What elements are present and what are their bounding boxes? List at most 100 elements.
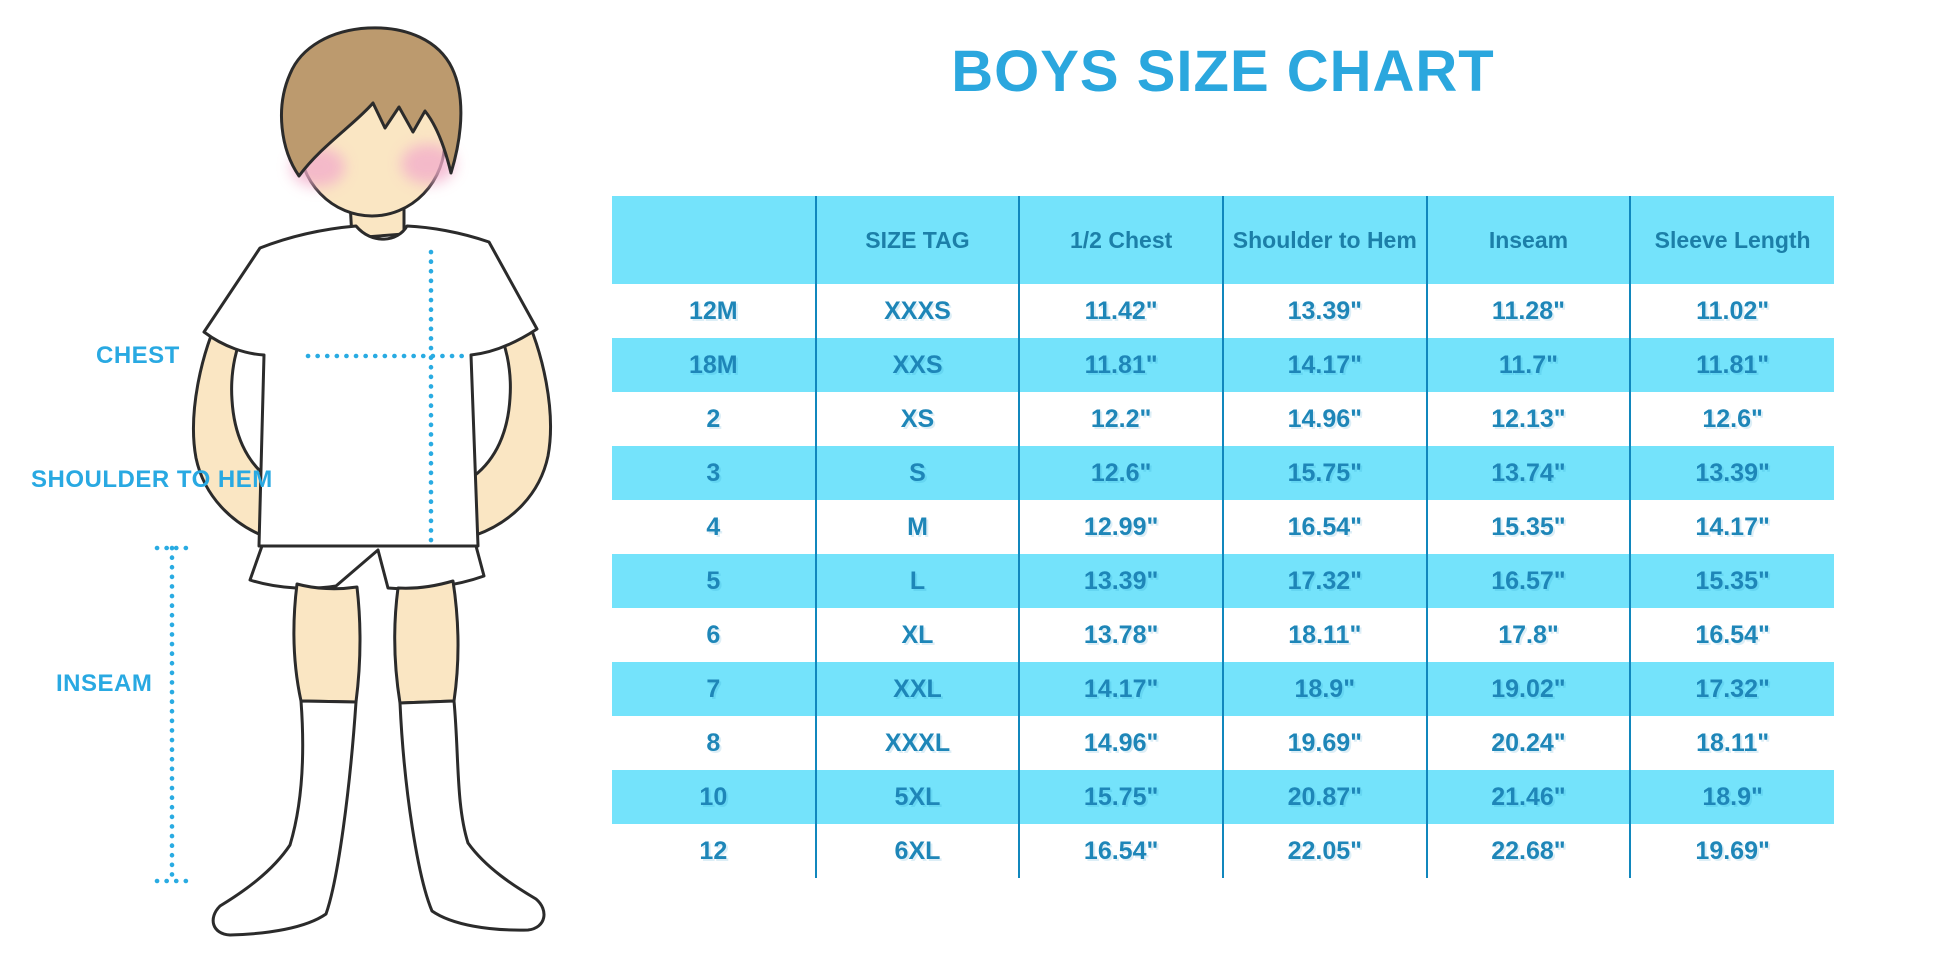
table-row: 6 XL 13.78" 18.11" 17.8" 16.54" bbox=[612, 608, 1834, 662]
left-sock bbox=[211, 699, 358, 937]
table-cell: 12.6" bbox=[1629, 392, 1834, 446]
table-row: 10 5XL 15.75" 20.87" 21.46" 18.9" bbox=[612, 770, 1834, 824]
table-cell: 18.9" bbox=[1629, 770, 1834, 824]
right-sock bbox=[398, 699, 546, 932]
table-row: 5 L 13.39" 17.32" 16.57" 15.35" bbox=[612, 554, 1834, 608]
table-cell: 18.11" bbox=[1221, 608, 1427, 662]
table-cell: 3 bbox=[612, 446, 816, 500]
table-cell: 22.05" bbox=[1221, 824, 1427, 878]
size-table-head: SIZE TAG 1/2 Chest Shoulder to Hem Inseam Sl… bbox=[612, 196, 1834, 284]
table-row: 3 S 12.6" 15.75" 13.74" 13.39" bbox=[612, 446, 1834, 500]
header-cell: Shoulder to Hem bbox=[1221, 196, 1427, 284]
table-cell: 4 bbox=[706, 512, 721, 541]
table-cell: 12.6" bbox=[1018, 446, 1223, 500]
table-cell: 14.17" bbox=[1221, 338, 1427, 392]
header-cell: SIZE TAG bbox=[814, 196, 1020, 284]
table-cell: 12 bbox=[699, 836, 728, 865]
table-cell: 12.99" bbox=[1018, 500, 1223, 554]
table-cell: 14.96" bbox=[1221, 392, 1427, 446]
table-cell: M bbox=[814, 500, 1020, 554]
right-knee bbox=[393, 579, 460, 705]
table-cell: 15.35" bbox=[1629, 554, 1834, 608]
page-title: BOYS SIZE CHART bbox=[951, 39, 1495, 104]
table-cell: 18.9" bbox=[1221, 662, 1427, 716]
table-cell: 11.28" bbox=[1425, 284, 1631, 338]
table-cell: 17.32" bbox=[1629, 662, 1834, 716]
table-cell: 13.78" bbox=[1018, 608, 1223, 662]
table-cell: 17.8" bbox=[1425, 608, 1631, 662]
table-cell: L bbox=[814, 554, 1020, 608]
table-cell: 11.81" bbox=[1629, 338, 1834, 392]
size-table: SIZE TAG 1/2 Chest Shoulder to Hem Inseam Sl… bbox=[612, 196, 1834, 878]
right-cheek bbox=[401, 144, 455, 184]
table-cell: 12.13" bbox=[1425, 392, 1631, 446]
size-table-body: 12M XXXS 11.42" 13.39" 11.28" 11.02" 18M XXS 11.… bbox=[612, 284, 1834, 878]
left-knee bbox=[292, 582, 362, 704]
table-cell: 11.02" bbox=[1629, 284, 1834, 338]
header-cell: 1/2 Chest bbox=[1018, 196, 1223, 284]
table-cell: 12.2" bbox=[1018, 392, 1223, 446]
table-cell: S bbox=[814, 446, 1020, 500]
table-cell: 13.74" bbox=[1425, 446, 1631, 500]
chest-label: CHEST bbox=[96, 342, 180, 369]
table-row: 2 XS 12.2" 14.96" 12.13" 12.6" bbox=[612, 392, 1834, 446]
header-cell: Sleeve Length bbox=[1629, 196, 1834, 284]
table-cell: 13.39" bbox=[1629, 446, 1834, 500]
hair bbox=[280, 26, 463, 178]
table-cell: 13.39" bbox=[1018, 554, 1223, 608]
table-row: 18M XXS 11.81" 14.17" 11.7" 11.81" bbox=[612, 338, 1834, 392]
table-cell: 8 bbox=[706, 728, 721, 757]
table-row: 4 M 12.99" 16.54" 15.35" 14.17" bbox=[612, 500, 1834, 554]
table-cell: 19.69" bbox=[1221, 716, 1427, 770]
header-cell: Inseam bbox=[1425, 196, 1631, 284]
size-table-container: SIZE TAG 1/2 Chest Shoulder to Hem Inseam Sl… bbox=[612, 196, 1834, 878]
t-shirt bbox=[202, 224, 539, 548]
shorts bbox=[248, 544, 486, 591]
table-cell: 16.54" bbox=[1221, 500, 1427, 554]
table-cell: 7 bbox=[612, 662, 816, 716]
table-cell: 22.68" bbox=[1425, 824, 1631, 878]
table-cell: 5XL bbox=[814, 770, 1020, 824]
table-cell: 5 bbox=[612, 554, 816, 608]
inseam-label: INSEAM bbox=[56, 670, 153, 697]
table-cell: 12M bbox=[689, 296, 738, 325]
table-cell: XXXS bbox=[814, 284, 1020, 338]
table-cell: 15.75" bbox=[1221, 446, 1427, 500]
shoulder-to-hem-label: SHOULDER TO HEM bbox=[31, 466, 273, 493]
table-cell: 19.02" bbox=[1425, 662, 1631, 716]
table-cell: XS bbox=[814, 392, 1020, 446]
table-cell: XXS bbox=[814, 338, 1020, 392]
table-cell: 15.75" bbox=[1018, 770, 1223, 824]
table-cell: 14.17" bbox=[1018, 662, 1223, 716]
table-cell: 11.42" bbox=[1018, 284, 1223, 338]
table-cell: XL bbox=[814, 608, 1020, 662]
table-cell: 21.46" bbox=[1425, 770, 1631, 824]
table-cell: 16.54" bbox=[1018, 824, 1223, 878]
table-cell: 13.39" bbox=[1221, 284, 1427, 338]
table-cell: 16.54" bbox=[1629, 608, 1834, 662]
table-cell: 6 bbox=[706, 620, 721, 649]
boy-illustration bbox=[154, 26, 552, 937]
table-cell: 17.32" bbox=[1221, 554, 1427, 608]
table-cell: 20.24" bbox=[1425, 716, 1631, 770]
table-row: 12 6XL 16.54" 22.05" 22.68" 19.69" bbox=[612, 824, 1834, 878]
table-cell: 10 bbox=[612, 770, 816, 824]
table-cell: 18M bbox=[612, 338, 816, 392]
header-row: SIZE TAG 1/2 Chest Shoulder to Hem Inseam Sl… bbox=[612, 196, 1834, 284]
table-cell: 11.81" bbox=[1018, 338, 1223, 392]
table-cell: 14.96" bbox=[1018, 716, 1223, 770]
table-cell: 16.57" bbox=[1425, 554, 1631, 608]
table-cell: 2 bbox=[706, 404, 721, 433]
table-cell: 18.11" bbox=[1629, 716, 1834, 770]
table-cell: 19.69" bbox=[1629, 824, 1834, 878]
table-cell: XXL bbox=[814, 662, 1020, 716]
table-cell: 11.7" bbox=[1425, 338, 1631, 392]
table-cell: 20.87" bbox=[1221, 770, 1427, 824]
table-row: 8 XXXL 14.96" 19.69" 20.24" 18.11" bbox=[612, 716, 1834, 770]
table-cell: XXXL bbox=[814, 716, 1020, 770]
table-row: 7 XXL 14.17" 18.9" 19.02" 17.32" bbox=[612, 662, 1834, 716]
table-cell: 6XL bbox=[814, 824, 1020, 878]
table-cell: 15.35" bbox=[1425, 500, 1631, 554]
table-cell: 14.17" bbox=[1629, 500, 1834, 554]
